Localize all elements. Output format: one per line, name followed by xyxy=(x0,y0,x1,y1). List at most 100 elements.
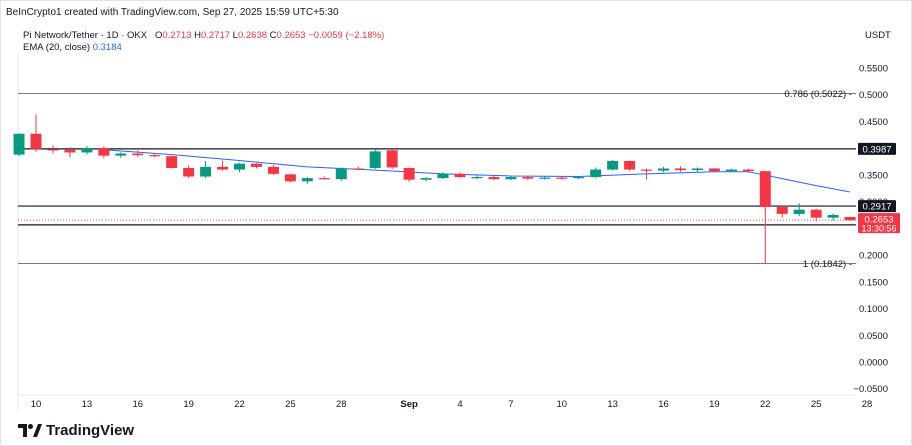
candle-down xyxy=(708,168,720,172)
y-tick-label: −0.0500 xyxy=(853,384,888,395)
x-tick-label: 25 xyxy=(285,399,296,410)
candle-up xyxy=(369,151,381,168)
candle-up xyxy=(539,177,551,179)
candle-up xyxy=(793,209,805,214)
candle-up xyxy=(115,153,127,156)
candle-up xyxy=(590,169,602,178)
candle-down xyxy=(776,206,788,214)
candle-up xyxy=(725,169,737,172)
tradingview-logo[interactable]: TradingView xyxy=(18,422,134,439)
candle-down xyxy=(98,148,110,156)
candle-down xyxy=(267,166,279,174)
candle-down xyxy=(403,167,415,180)
candle-up xyxy=(827,215,839,218)
close-label: C xyxy=(269,30,277,41)
y-tick-label: 0.5500 xyxy=(859,64,888,75)
candle-down xyxy=(759,171,771,207)
currency-label[interactable]: USDT xyxy=(865,30,891,41)
candle-up xyxy=(573,177,585,179)
y-tick-label: 0.1500 xyxy=(859,277,888,288)
tradingview-logo-icon xyxy=(18,423,42,437)
x-tick-label: 25 xyxy=(811,399,822,410)
x-tick-label: 19 xyxy=(183,399,194,410)
x-tick-label: 28 xyxy=(862,399,873,410)
y-tick-label: 0.5000 xyxy=(859,90,888,101)
high-value: 0.2717 xyxy=(200,30,231,41)
candle-down xyxy=(810,209,822,218)
level-02917-badge xyxy=(858,200,896,213)
countdown-text: 13:30:56 xyxy=(861,224,896,234)
level-03987-badge xyxy=(858,142,896,155)
y-tick-label: 0.0000 xyxy=(859,358,888,369)
candle-up xyxy=(437,173,449,179)
x-tick-label: 10 xyxy=(556,399,567,410)
candle-down xyxy=(674,168,686,171)
candle-up xyxy=(200,166,212,177)
tradingview-brand: TradingView xyxy=(46,422,135,439)
x-tick-label: 10 xyxy=(31,399,42,410)
candle-down xyxy=(30,133,42,150)
last-price-badge xyxy=(858,213,900,234)
x-tick-label: Sep xyxy=(400,399,418,410)
x-tick-label: 22 xyxy=(234,399,245,410)
candle-up xyxy=(234,163,246,170)
y-tick-label: 0.4500 xyxy=(859,117,888,128)
x-tick-label: 28 xyxy=(336,399,347,410)
candle-down xyxy=(183,167,195,177)
x-tick-label: 13 xyxy=(607,399,618,410)
close-value: 0.2653 xyxy=(276,30,306,41)
x-tick-label: 19 xyxy=(709,399,720,410)
candle-up xyxy=(335,168,347,180)
candle-down xyxy=(149,155,161,157)
x-tick-label: 4 xyxy=(457,399,462,410)
low-label: L xyxy=(232,30,238,41)
candle-down xyxy=(166,156,178,168)
candle-down xyxy=(742,169,754,172)
candle-up xyxy=(505,177,517,180)
y-tick-label: 0.2000 xyxy=(859,251,888,262)
y-tick-label: 0.0500 xyxy=(859,331,888,342)
candle-up xyxy=(301,178,313,182)
candle-down xyxy=(132,153,144,156)
x-tick-label: 22 xyxy=(760,399,771,410)
open-label: O xyxy=(154,30,163,41)
candle-down xyxy=(217,166,229,170)
high-label: H xyxy=(194,30,201,41)
candle-down xyxy=(318,178,330,180)
ema-legend[interactable]: EMA (20, close) 0.3184 xyxy=(23,42,122,53)
candle-up xyxy=(13,133,25,155)
symbol-name[interactable]: Pi Network/Tether · 1D · OKX xyxy=(23,30,148,41)
x-tick-label: 16 xyxy=(132,399,143,410)
candle-up xyxy=(691,168,703,171)
ema-label[interactable]: EMA (20, close) xyxy=(23,42,91,53)
level-02917-badge-text: 0.2917 xyxy=(862,202,891,213)
x-tick-label: 13 xyxy=(82,399,93,410)
symbol-legend[interactable]: Pi Network/Tether · 1D · OKX O0.2713 H0.… xyxy=(23,30,384,41)
ema-value: 0.3184 xyxy=(92,42,122,53)
candle-down xyxy=(488,177,500,180)
candle-down xyxy=(556,177,568,179)
ema-line xyxy=(103,149,851,193)
candle-down xyxy=(522,177,534,179)
y-tick-label: 0.3500 xyxy=(859,170,888,181)
y-tick-label: 0.1000 xyxy=(859,304,888,315)
fib-1-label: 1 (0.1842) - xyxy=(803,259,852,270)
candle-down xyxy=(844,216,856,221)
candle-down xyxy=(284,174,296,182)
x-tick-label: 7 xyxy=(508,399,513,410)
credit-line: BeInCrypto1 created with TradingView.com… xyxy=(6,7,339,18)
fib-0786-label: 0.786 (0.5022) - xyxy=(784,89,852,100)
candle-down xyxy=(624,161,636,170)
last-price-text: 0.2653 xyxy=(864,215,893,226)
candle-down xyxy=(64,149,76,153)
candle-down xyxy=(454,173,466,178)
candle-down xyxy=(352,168,364,170)
open-value: 0.2713 xyxy=(162,30,192,41)
candle-up xyxy=(658,168,670,171)
candle-up xyxy=(81,148,93,153)
x-tick-label: 16 xyxy=(658,399,669,410)
candle-up xyxy=(607,161,619,170)
candle-down xyxy=(641,169,653,171)
candle-down xyxy=(47,149,59,151)
